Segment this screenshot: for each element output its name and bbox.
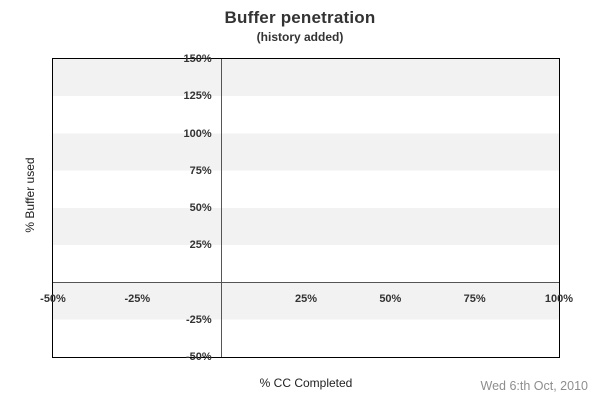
x-tick-label: -25% bbox=[124, 292, 151, 305]
date-note: Wed 6:th Oct, 2010 bbox=[480, 379, 588, 393]
x-tick-label: -50% bbox=[40, 292, 66, 305]
plot-area: 150% 125% 100% 75% 50% 25% -25% -50% -50% -25% 25%… bbox=[40, 53, 573, 363]
x-tick-label: 75% bbox=[463, 292, 486, 305]
y-tick-label: 50% bbox=[189, 202, 212, 214]
y-tick-label: 125% bbox=[183, 90, 212, 103]
zero-gridline-horizontal bbox=[53, 282, 559, 283]
x-tick-label: 25% bbox=[294, 292, 318, 305]
y-tick-label: 150% bbox=[183, 53, 212, 65]
y-tick-label: 100% bbox=[183, 127, 212, 140]
x-axis-label: % CC Completed bbox=[259, 376, 353, 390]
x-tick-label: 50% bbox=[379, 292, 402, 305]
chart-title: Buffer penetration bbox=[224, 8, 376, 27]
y-axis-label: % Buffer used bbox=[23, 157, 37, 233]
y-tick-label: -50% bbox=[185, 351, 212, 363]
y-tick-label: 75% bbox=[189, 164, 212, 177]
y-tick-label: -25% bbox=[185, 313, 212, 326]
chart-subtitle: (history added) bbox=[256, 30, 344, 44]
y-tick-label: 25% bbox=[189, 239, 212, 252]
x-tick-label: 100% bbox=[544, 292, 574, 305]
zero-gridline-vertical bbox=[221, 59, 223, 357]
